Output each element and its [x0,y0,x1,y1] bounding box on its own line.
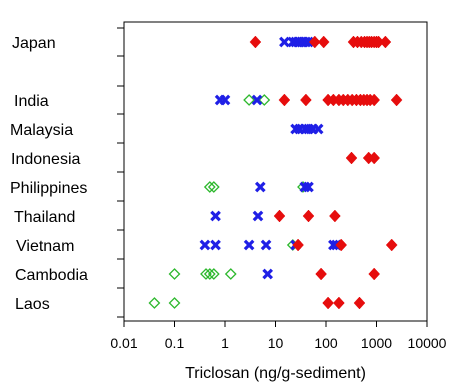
point-open-diamond [207,181,220,193]
category-label-indonesia: Indonesia [11,151,80,168]
point-open-diamond [203,268,216,280]
point-x-cross [303,36,314,48]
point-filled-diamond [302,209,315,223]
point-x-cross [328,239,339,251]
point-filled-diamond [329,209,341,223]
point-filled-diamond [333,296,345,310]
point-open-diamond [207,268,220,280]
point-filled-diamond [292,238,304,252]
point-filled-diamond [249,35,262,49]
x-tick-label: 1 [221,335,229,351]
point-x-cross [312,123,324,135]
category-label-vietnam: Vietnam [16,238,74,255]
data-marks [148,35,403,310]
x-axis: 0.01 0.1 1 10 100 1000 10000 [110,321,447,351]
point-filled-diamond [368,93,381,107]
point-x-cross [254,181,266,193]
category-label-japan: Japan [12,35,56,52]
point-filled-diamond [335,238,348,252]
plot-border [123,21,428,322]
point-filled-diamond [345,151,358,165]
x-tick-label: 0.1 [165,335,185,351]
x-tick-label: 100 [314,335,338,351]
x-axis-title: Triclosan (ng/g-sediment) [185,365,366,382]
point-filled-diamond [368,267,381,281]
point-filled-diamond [273,209,286,223]
point-filled-diamond [353,296,366,310]
point-filled-diamond [278,93,291,107]
category-label-cambodia: Cambodia [15,267,88,284]
point-filled-diamond [300,93,312,107]
point-filled-diamond [385,238,398,252]
point-filled-diamond [322,296,334,310]
point-x-cross [199,239,211,251]
point-x-cross [252,210,264,222]
point-x-cross [251,94,263,106]
point-x-cross [260,239,272,251]
point-open-diamond [203,181,216,193]
point-filled-diamond [308,35,321,49]
category-label-india: India [14,93,49,110]
country-labels: Japan India Malaysia Indonesia Philippines Th… [10,35,88,313]
category-label-malaysia: Malaysia [10,122,73,139]
point-filled-diamond [379,35,392,49]
category-label-thailand: Thailand [14,209,75,226]
point-open-diamond [243,94,256,106]
point-filled-diamond [315,267,327,281]
point-x-cross [262,268,274,280]
point-x-cross [219,94,231,106]
point-x-cross [243,239,255,251]
category-label-philippines: Philippines [10,180,87,197]
point-x-cross [300,36,312,48]
x-tick-label: 1000 [361,335,392,351]
point-x-cross [303,181,314,193]
point-x-cross [210,210,221,222]
point-x-cross [279,36,290,48]
point-open-diamond [168,268,181,280]
point-open-diamond [224,268,237,280]
x-tick-label: 10000 [408,335,447,351]
point-x-cross [210,239,221,251]
point-filled-diamond [390,93,403,107]
x-tick-label: 0.01 [110,335,137,351]
point-open-diamond [258,94,271,106]
x-tick-label: 10 [268,335,284,351]
point-open-diamond [168,297,181,309]
point-open-diamond [148,297,161,309]
point-open-diamond [200,268,212,280]
point-filled-diamond [317,35,330,49]
point-filled-diamond [368,151,381,165]
category-label-laos: Laos [15,296,50,313]
